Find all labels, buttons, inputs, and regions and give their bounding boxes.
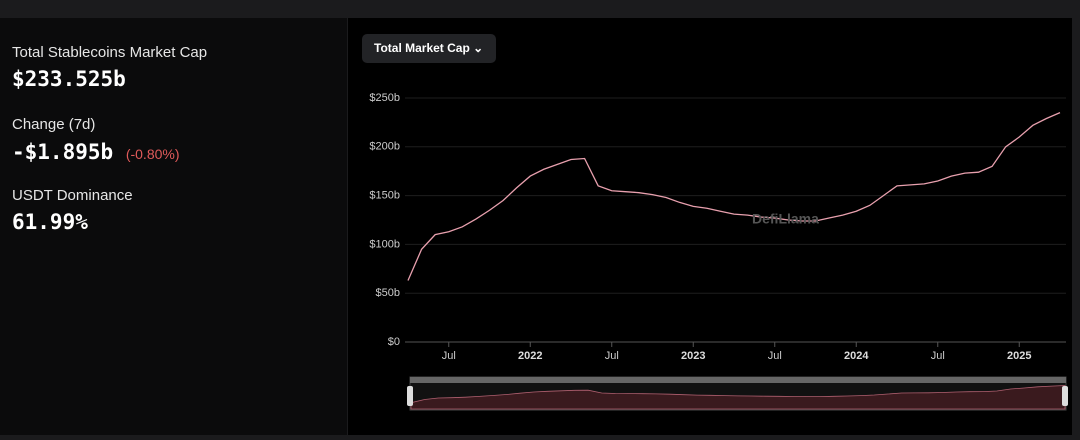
stat-label: Total Stablecoins Market Cap	[12, 44, 208, 61]
change-percent: (-0.80%)	[125, 146, 180, 162]
navigator-handle-bar[interactable]	[410, 377, 1066, 383]
chart-panel	[348, 18, 1072, 435]
x-tick-label: 2024	[844, 350, 869, 362]
stat-label: USDT Dominance	[12, 187, 133, 204]
x-tick-label: 2023	[681, 350, 705, 362]
watermark: DefiLlama	[752, 211, 819, 227]
y-tick-label: $200b	[369, 141, 400, 153]
stat-value: $233.525b	[12, 67, 126, 91]
x-tick-label: Jul	[605, 350, 619, 362]
y-tick-label: $50b	[376, 287, 400, 299]
navigator-handle[interactable]	[1062, 386, 1068, 406]
x-tick-label: 2025	[1007, 350, 1031, 362]
y-tick-label: $100b	[369, 238, 400, 250]
y-tick-label: $150b	[369, 190, 400, 202]
chart-selector[interactable]: Total Market Cap ⌄	[362, 34, 496, 63]
x-tick-label: 2022	[518, 350, 542, 362]
y-tick-label: $250b	[369, 92, 400, 104]
y-tick-label: $0	[388, 336, 400, 348]
x-tick-label: Jul	[442, 350, 456, 362]
stat-value: -$1.895b (-0.80%)	[12, 140, 180, 164]
x-tick-label: Jul	[931, 350, 945, 362]
stats-panel	[0, 18, 347, 435]
line	[407, 112, 1061, 281]
selector-label: Total Market Cap	[374, 41, 470, 55]
stat-label: Change (7d)	[12, 116, 96, 133]
navigator-handle[interactable]	[407, 386, 413, 406]
stat-value: 61.99%	[12, 210, 88, 234]
x-tick-label: Jul	[768, 350, 782, 362]
navigator-area	[410, 385, 1066, 410]
change-value: -$1.895b	[12, 140, 114, 164]
